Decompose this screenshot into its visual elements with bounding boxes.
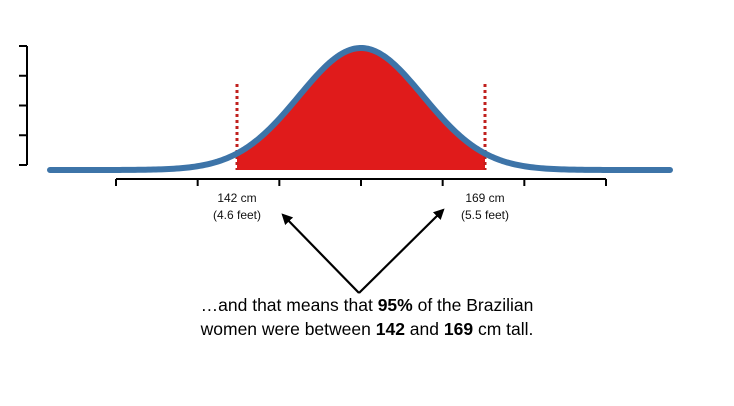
- caption-text: …and that means that: [200, 295, 378, 315]
- arrow-to-high-label: [358, 208, 445, 294]
- caption-percent: 95%: [377, 295, 413, 315]
- caption-text: women were between: [200, 319, 376, 339]
- caption-low-value: 142: [375, 319, 405, 339]
- caption-high-value: 169: [443, 319, 474, 339]
- x-annotation-label: 142 cm: [217, 191, 256, 205]
- arrow-to-low-label: [281, 213, 360, 294]
- caption-text: and: [404, 319, 444, 339]
- shaded-95-percent-area: [237, 48, 485, 170]
- x-annotation-labels: 142 cm (4.6 feet) 169 cm (5.5 feet): [213, 191, 509, 222]
- x-annotation-sublabel: (5.5 feet): [461, 208, 509, 222]
- distribution-curve: [47, 45, 673, 173]
- caption-line-2: women were between 142 and 169 cm tall.: [0, 317, 734, 341]
- caption-line-1: …and that means that 95% of the Brazilia…: [0, 293, 734, 317]
- caption: …and that means that 95% of the Brazilia…: [0, 293, 734, 341]
- x-annotation-sublabel: (4.6 feet): [213, 208, 261, 222]
- caption-text: of the Brazilian: [412, 295, 534, 315]
- x-annotation-label: 169 cm: [465, 191, 504, 205]
- pointer-arrows: [281, 208, 445, 294]
- x-axis: [115, 178, 607, 186]
- caption-text: cm tall.: [473, 319, 534, 339]
- y-axis: [19, 45, 28, 166]
